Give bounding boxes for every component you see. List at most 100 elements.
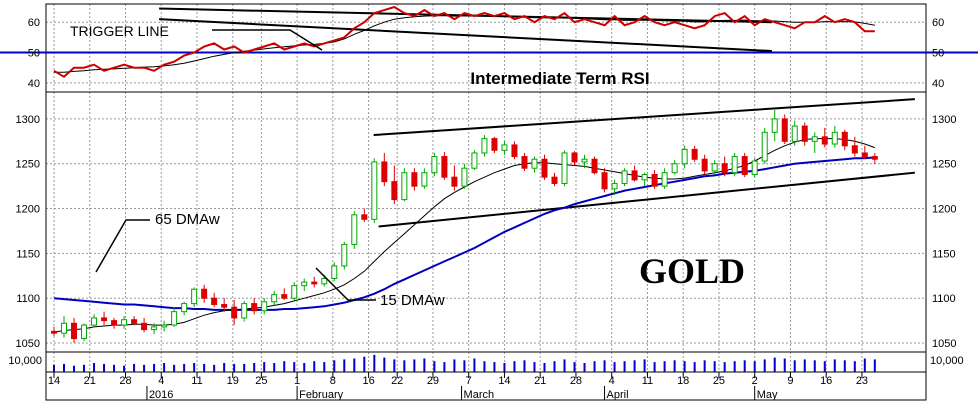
volume-bar: [293, 362, 296, 372]
ma15-label: 15 DMAw: [380, 292, 445, 309]
volume-bar: [603, 360, 606, 372]
price-ytick-right: 1200: [932, 204, 956, 216]
candle-body: [841, 131, 848, 147]
volume-bar: [693, 362, 696, 372]
candle-body: [631, 170, 638, 181]
volume-bar: [793, 360, 796, 372]
x-day-label: 14: [48, 375, 60, 387]
x-day-label: 9: [787, 375, 793, 387]
volume-bar: [253, 363, 256, 372]
candle-body: [311, 281, 318, 285]
candle-body: [341, 243, 348, 267]
volume-bar: [763, 359, 766, 372]
volume-bar: [443, 362, 446, 372]
x-day-label: 18: [677, 375, 689, 387]
price-ytick-right: 1150: [932, 248, 956, 260]
candle-body: [501, 144, 508, 151]
volume-bar: [533, 362, 536, 372]
candle-body: [81, 324, 88, 340]
candle-body: [111, 320, 118, 326]
volume-bar: [523, 360, 526, 372]
volume-bar: [753, 361, 756, 372]
trigger-line-label: TRIGGER LINE: [70, 23, 169, 39]
candle-body: [571, 152, 578, 163]
candle-body: [61, 322, 68, 334]
candle-body: [201, 288, 208, 299]
candle-body: [401, 172, 408, 201]
volume-bar: [673, 360, 676, 372]
volume-bar: [863, 358, 866, 372]
candle-body: [771, 118, 778, 133]
volume-bar: [393, 359, 396, 372]
price-channel-line: [373, 98, 915, 137]
x-day-label: 2: [752, 375, 758, 387]
volume-bar: [73, 365, 76, 372]
price-ytick-left: 1200: [16, 204, 40, 216]
candle-body: [701, 158, 708, 172]
candle-body: [471, 152, 478, 169]
rsi-panel: [0, 5, 978, 79]
x-day-label: 28: [119, 375, 131, 387]
volume-bar: [783, 358, 786, 372]
candle-body: [671, 163, 678, 174]
price-ytick-right: 1050: [932, 338, 956, 350]
candle-body: [51, 330, 57, 334]
volume-bar: [313, 361, 316, 372]
volume-bar: [823, 361, 826, 372]
volume-bar: [653, 362, 656, 372]
ma65-pointer-line: [95, 219, 150, 273]
x-day-label: 16: [362, 375, 374, 387]
candle-body: [781, 118, 788, 142]
candle-body: [721, 163, 728, 174]
x-day-label: 21: [84, 375, 96, 387]
candle-body: [351, 214, 358, 245]
x-day-label: 14: [498, 375, 510, 387]
candle-body: [451, 176, 458, 187]
volume-bar: [143, 364, 146, 372]
volume-bar: [773, 357, 776, 372]
price-channel-line: [378, 171, 915, 228]
axes: 40 40 50 50 60 60 1050 1050 1100 1100 1150 1150 1200…: [8, 17, 963, 401]
volume-bar: [423, 358, 426, 372]
x-day-label: 16: [820, 375, 832, 387]
x-day-label: 22: [391, 375, 403, 387]
volume-bar: [183, 363, 186, 372]
volume-bar: [453, 359, 456, 372]
candle-body: [711, 163, 718, 172]
volume-bar: [473, 358, 476, 372]
x-day-label: 7: [466, 375, 472, 387]
volume-bar: [713, 361, 716, 372]
candle-body: [361, 214, 368, 220]
volume-bar: [683, 361, 686, 372]
candle-body: [211, 297, 218, 305]
candle-body: [511, 144, 518, 158]
ma65-label: 65 DMAw: [155, 211, 220, 228]
candle-body: [611, 182, 618, 190]
rsi-panel-label: Intermediate Term RSI: [470, 69, 649, 88]
candle-body: [761, 131, 768, 162]
volume-bar: [703, 360, 706, 372]
volume-bar: [873, 359, 876, 372]
volume-bar: [613, 362, 616, 372]
candle-body: [231, 306, 238, 319]
volume-bar: [743, 360, 746, 372]
volume-bar: [213, 364, 216, 372]
candle-body: [161, 324, 168, 328]
volume-bar: [633, 360, 636, 372]
ma65-line: [53, 156, 875, 311]
volume-bar: [843, 360, 846, 372]
volume-bar: [153, 363, 156, 372]
price-ytick-left: 1250: [16, 159, 40, 171]
candle-body: [381, 161, 388, 183]
candle-body: [101, 317, 108, 322]
volume-bar: [383, 357, 386, 372]
candle-body: [851, 145, 858, 154]
volume-bar: [323, 362, 326, 372]
candle-body: [411, 172, 418, 187]
volume-bar: [243, 363, 246, 372]
candle-body: [251, 303, 258, 312]
candle-body: [141, 322, 148, 331]
candle-body: [581, 158, 588, 163]
volume-bar: [563, 359, 566, 372]
candle-body: [271, 294, 278, 303]
